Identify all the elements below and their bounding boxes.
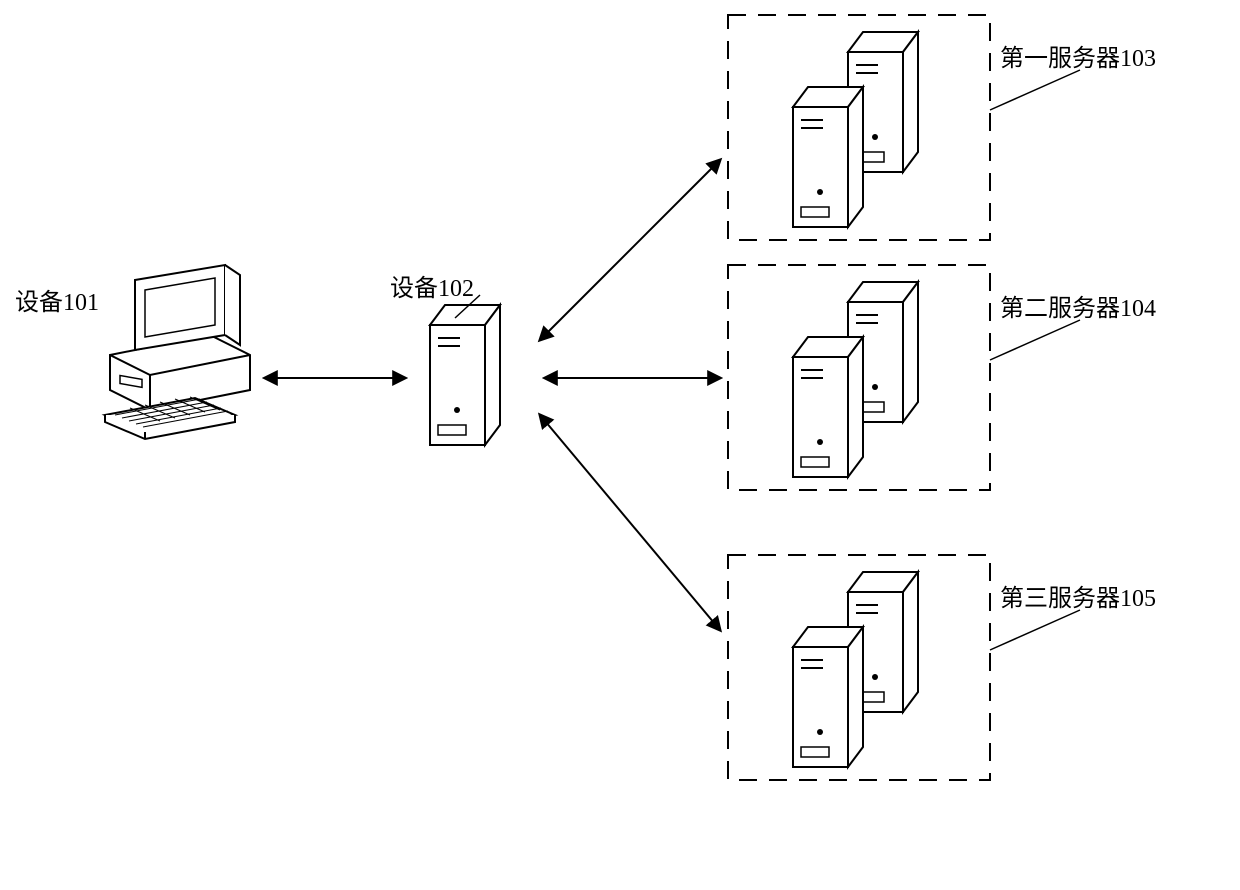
middle-server-label: 设备102 xyxy=(390,268,474,303)
middle-server-icon xyxy=(430,305,500,445)
server3-icon xyxy=(793,572,918,767)
diagram-canvas xyxy=(0,0,1240,890)
server1-label: 第一服务器103 xyxy=(1000,38,1156,73)
server1-icon xyxy=(793,32,918,227)
client-label: 设备101 xyxy=(15,282,99,317)
server3-label: 第三服务器105 xyxy=(1000,578,1156,613)
server2-icon xyxy=(793,282,918,477)
server2-label: 第二服务器104 xyxy=(1000,288,1156,323)
leader-lines xyxy=(455,70,1080,650)
client-icon xyxy=(105,265,250,439)
